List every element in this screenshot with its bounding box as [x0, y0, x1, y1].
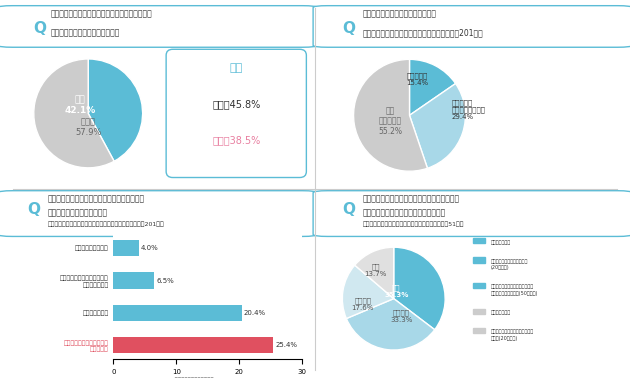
Bar — [472, 257, 484, 263]
Text: Q: Q — [342, 21, 355, 36]
Bar — [472, 309, 484, 314]
Text: やや不満～不満: やや不満～不満 — [491, 310, 511, 315]
Bar — [113, 240, 139, 256]
Text: 男性：45.8%: 男性：45.8% — [212, 99, 260, 109]
Bar — [472, 283, 484, 288]
Bar — [472, 328, 484, 333]
Text: どのように対処しましたか？: どのように対処しましたか？ — [47, 209, 108, 218]
Text: いいえ
57.9%: いいえ 57.9% — [75, 117, 101, 137]
Text: Q: Q — [342, 202, 355, 217]
Bar — [472, 238, 484, 243]
Wedge shape — [410, 59, 455, 115]
Text: いますか？その理由も教えてください。: いますか？その理由も教えてください。 — [362, 209, 445, 218]
Text: 不満
13.7%: 不満 13.7% — [365, 263, 387, 277]
Text: すでに対応してくれたから。
(20代男性): すでに対応してくれたから。 (20代男性) — [491, 259, 528, 270]
Wedge shape — [342, 265, 394, 319]
Text: 検討
しなかった
55.2%: 検討 しなかった 55.2% — [378, 106, 402, 136]
Wedge shape — [353, 59, 427, 171]
Text: 満足～やや満足: 満足～やや満足 — [491, 240, 511, 245]
Text: 20.4%: 20.4% — [244, 310, 266, 316]
Wedge shape — [394, 247, 445, 330]
Text: はい
42.1%: はい 42.1% — [64, 96, 96, 115]
Text: （複数回答／防犯面で不安を感じたことがあると回答した201名）: （複数回答／防犯面で不安を感じたことがあると回答した201名） — [47, 222, 164, 228]
Text: 検討したが
引っ越さなかった
29.4%: 検討したが 引っ越さなかった 29.4% — [452, 99, 486, 120]
Wedge shape — [34, 59, 114, 168]
Text: こちらに対応をしてくれなかった
から。(20代女性): こちらに対応をしてくれなかった から。(20代女性) — [491, 330, 534, 341]
Text: ※どこにも連絡しなかった：63.7%: ※どこにも連絡しなかった：63.7% — [170, 377, 231, 378]
Text: その後、引越しを検討しましたか？: その後、引越しを検討しましたか？ — [362, 9, 437, 19]
Text: 管理会社・オーナーの対応にどの程度満足して: 管理会社・オーナーの対応にどの程度満足して — [362, 195, 459, 204]
Text: やや不満
17.6%: やや不満 17.6% — [352, 297, 374, 311]
Text: 女性：38.5%: 女性：38.5% — [212, 136, 260, 146]
Text: Q: Q — [33, 21, 46, 36]
Text: （防犯面で不安を感じたことがあると回答した201名）: （防犯面で不安を感じたことがあると回答した201名） — [362, 28, 483, 37]
Text: はい: はい — [229, 63, 243, 73]
Text: 引っ越した
15.4%: 引っ越した 15.4% — [407, 72, 429, 86]
Text: （自由回答／物件の管理会社・オーナーに連絡した51名）: （自由回答／物件の管理会社・オーナーに連絡した51名） — [362, 222, 464, 228]
FancyBboxPatch shape — [0, 191, 317, 237]
Text: 6.5%: 6.5% — [156, 277, 174, 284]
Text: 満足
35.3%: 満足 35.3% — [384, 284, 408, 298]
Text: 不安を感じたことはありますか？: 不安を感じたことはありますか？ — [50, 28, 120, 37]
Wedge shape — [355, 247, 394, 299]
FancyBboxPatch shape — [313, 6, 630, 47]
Wedge shape — [88, 59, 142, 161]
Bar — [113, 273, 154, 289]
Text: やや満足
33.3%: やや満足 33.3% — [390, 310, 413, 324]
Wedge shape — [346, 299, 435, 350]
Text: 親身に対応してもらい、警察にも
連絡してくれたから。(50代男性): 親身に対応してもらい、警察にも 連絡してくれたから。(50代男性) — [491, 285, 538, 296]
Wedge shape — [410, 84, 466, 168]
Text: Q: Q — [27, 202, 40, 217]
Text: 不安を感じた際、家族や友人に連絡する以外で: 不安を感じた際、家族や友人に連絡する以外で — [47, 195, 144, 204]
FancyBboxPatch shape — [166, 49, 306, 178]
FancyBboxPatch shape — [0, 6, 317, 47]
Text: これまでに自宅または自宅周辺において防犯面で: これまでに自宅または自宅周辺において防犯面で — [50, 9, 152, 19]
Bar — [113, 305, 242, 321]
FancyBboxPatch shape — [313, 191, 630, 237]
Text: 25.4%: 25.4% — [275, 342, 297, 349]
Text: 4.0%: 4.0% — [140, 245, 158, 251]
Bar — [113, 337, 273, 353]
